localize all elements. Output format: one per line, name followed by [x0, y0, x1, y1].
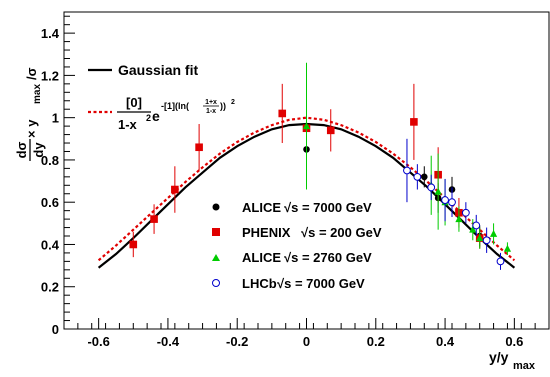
legend-alice-2760-marker: [212, 254, 220, 261]
legend-lhcb-name: LHCb: [242, 276, 277, 291]
legend-phenix-energy: √s = 200 GeV: [301, 225, 382, 240]
lhcb-7000-point: [414, 173, 421, 180]
x-tick-label: 0: [303, 334, 310, 349]
phenix-200-point: [410, 118, 418, 126]
x-axis-title-subscript: max: [513, 360, 536, 372]
fit-legend: Gaussian fit [0] 1-x 2 e -[1](ln( 1+x 1-…: [88, 62, 235, 132]
phenix-200-point: [150, 215, 158, 223]
y-tick-label: 0.2: [41, 280, 59, 295]
y-axis-title-denominator: dy: [31, 142, 46, 158]
alice-2760-point: [435, 188, 442, 195]
legend-phenix-marker: [212, 228, 220, 236]
legend-formula-denominator-power: 2: [146, 113, 151, 123]
legend-formula-exponent-power: 2: [231, 99, 235, 106]
lhcb-7000-point: [497, 258, 504, 265]
legend-alice-7000-name: ALICE: [242, 200, 281, 215]
lhcb-7000-point: [428, 184, 435, 191]
legend-formula-exponent-numerator: 1+x: [205, 99, 217, 106]
legend-formula-exponential-base: e: [152, 108, 160, 124]
alice-2760-point: [490, 230, 497, 237]
legend-formula-denominator: 1-x: [118, 117, 138, 132]
legend-alice-7000-energy: √s = 7000 GeV: [284, 200, 372, 215]
x-tick-label: 0.2: [367, 334, 385, 349]
y-tick-label: 1.4: [41, 26, 60, 41]
lhcb-7000-point: [442, 197, 449, 204]
legend-alice-7000-marker: [213, 204, 220, 211]
x-tick-label: -0.4: [157, 334, 180, 349]
legend-formula-exponent-tail: )): [220, 101, 226, 111]
lhcb-7000-point: [404, 167, 411, 174]
legend-alice-2760-energy: √s = 2760 GeV: [284, 250, 372, 265]
phenix-200-point: [171, 186, 179, 194]
x-tick-label: 0.6: [505, 334, 523, 349]
x-tick-label: -0.2: [226, 334, 248, 349]
data-legend: ALICE √s = 7000 GeV PHENIX √s = 200 GeV …: [212, 200, 382, 291]
legend-lhcb-energy: √s = 7000 GeV: [277, 276, 365, 291]
lhcb-7000-point: [483, 237, 490, 244]
y-tick-label: 0.6: [41, 195, 59, 210]
y-axis-title-subscript: max: [32, 84, 43, 104]
lhcb-7000-point: [473, 222, 480, 229]
y-tick-label: 1: [52, 111, 59, 126]
legend-formula-exponent: -[1](ln(: [161, 101, 189, 111]
x-tick-label: 0.4: [436, 334, 455, 349]
legend-formula-numerator: [0]: [126, 95, 142, 110]
phenix-200-point: [195, 143, 203, 151]
legend-phenix-name: PHENIX: [242, 225, 291, 240]
x-axis-title-text: y/y: [489, 349, 509, 365]
y-tick-label: 1.2: [41, 68, 59, 83]
y-axis-title-numerator: dσ: [14, 141, 29, 158]
alice-2760-point: [504, 245, 511, 252]
lhcb-7000-point: [449, 199, 456, 206]
lhcb-7000-point: [462, 209, 469, 216]
legend-alice-2760-name: ALICE: [242, 250, 281, 265]
x-tick-label: -0.6: [87, 334, 109, 349]
legend-gaussian-label: Gaussian fit: [118, 62, 198, 78]
legend-lhcb-marker: [213, 280, 220, 287]
y-tick-label: 0.4: [41, 237, 60, 252]
phenix-200-point: [278, 110, 286, 118]
y-axis-title-tail: /σ: [24, 67, 39, 80]
y-tick-label: 0: [52, 322, 59, 337]
legend-formula-exponent-denominator: 1-x: [206, 108, 216, 115]
x-axis-title: y/y max: [489, 349, 536, 372]
y-axis-title-times: × y: [24, 119, 39, 138]
phenix-200-point: [327, 127, 335, 135]
phenix-200-point: [129, 241, 137, 249]
alice-7000-point: [421, 174, 428, 181]
